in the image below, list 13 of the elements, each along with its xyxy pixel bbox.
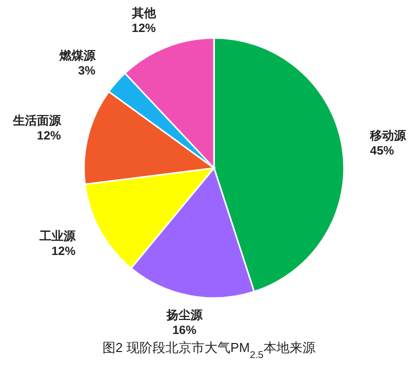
slice-label: 移动源: [369, 128, 408, 142]
text: 图2 现阶段北京市大气PM$_{2.5}$本地来源: [102, 340, 316, 360]
slice-label: 生活面源: [12, 114, 62, 128]
data-label: 3%: [78, 64, 96, 78]
data-label: 12%: [52, 244, 76, 258]
data-label: 12%: [36, 128, 62, 143]
data-label: 45%: [370, 143, 394, 158]
data-label: 16%: [172, 323, 197, 338]
slice-label: 扬尘源: [165, 308, 204, 322]
slice-label: 其他: [130, 6, 157, 20]
slice-label: 工业源: [38, 229, 77, 244]
data-label: 12%: [132, 21, 156, 36]
slice-label: 燃煤源: [58, 48, 96, 63]
